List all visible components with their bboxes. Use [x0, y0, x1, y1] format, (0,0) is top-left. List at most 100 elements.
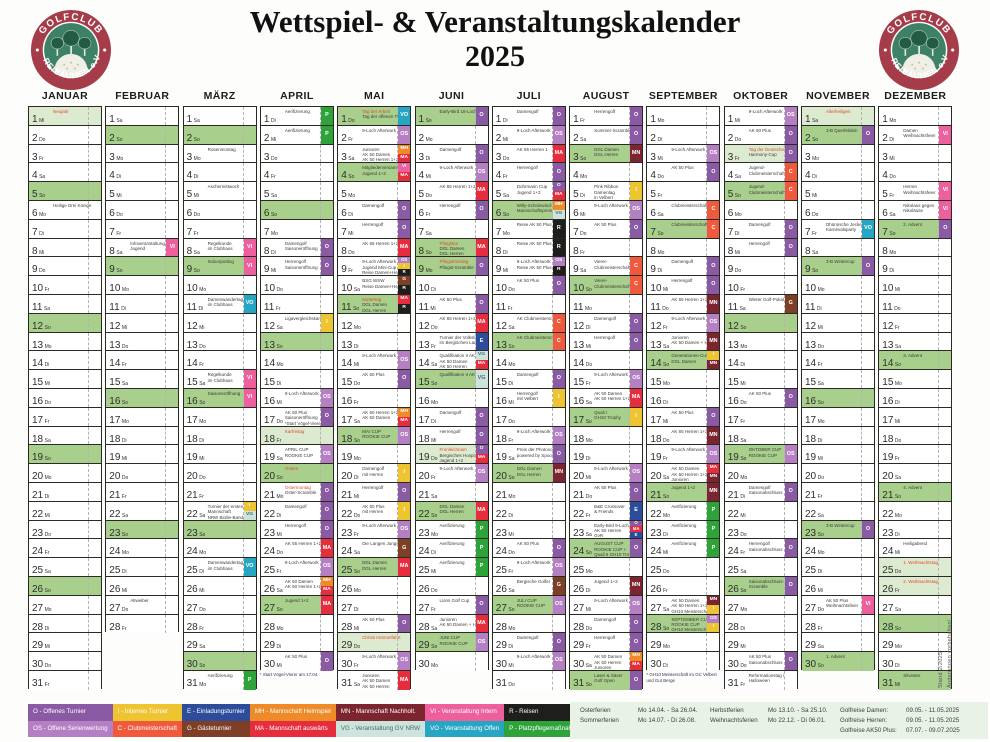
weekday-label: Sa	[199, 644, 206, 651]
day-events: Reise AK 50 Plus	[517, 241, 552, 246]
badge-O: O	[707, 257, 720, 276]
weekday-label: Mi	[585, 343, 591, 350]
day-cell: 19 Mi	[106, 445, 179, 465]
day-cell: 1 Mo	[879, 107, 952, 126]
day-cell: 3 Mo Rosenmontag	[183, 144, 256, 164]
badge-VI: VI	[398, 163, 411, 173]
weekday-label: Di	[121, 569, 127, 576]
day-cell: 12 So	[29, 313, 101, 333]
badge-strip	[165, 595, 178, 614]
weekday-label: Sa	[276, 456, 283, 463]
badge-strip	[88, 652, 101, 670]
day-number: 4	[573, 170, 579, 182]
day-events: 9-Loch Afterwork	[594, 598, 629, 603]
day-number: 26	[109, 583, 121, 595]
weekday-label: Mi	[734, 118, 741, 124]
day-number: 16	[418, 395, 430, 407]
day-cell: 31 So Laser & Säser Golf Open O	[570, 670, 643, 690]
day-number: 19	[805, 452, 817, 464]
badge-O: O	[320, 238, 333, 257]
badge-strip	[474, 276, 488, 294]
day-number: 18	[882, 433, 894, 445]
badge-strip: O	[783, 144, 797, 163]
day-cell: 20 So DGL Damen DGL Herren MN	[492, 464, 565, 483]
badge-C: C	[784, 163, 797, 182]
day-number: 10	[650, 283, 662, 295]
badge-OS: OS	[475, 464, 488, 482]
day-cell: 13 Do	[106, 332, 179, 352]
month-title: MAI	[363, 90, 385, 102]
badge-strip: MN	[706, 482, 720, 501]
badge-VO: VO	[862, 219, 874, 238]
badge-R: R	[398, 285, 411, 294]
weekday-label: Sa	[502, 193, 509, 200]
badge-MN: MN	[707, 473, 720, 482]
badge-strip: OS	[474, 464, 488, 482]
day-number: 19	[650, 452, 662, 464]
holiday-label: Pfingstmontag	[439, 259, 469, 265]
day-cell: 14 Di	[29, 351, 101, 371]
badge-R: R	[552, 219, 565, 238]
weekday-label: Mo	[276, 493, 284, 500]
weekday-label: Mi	[44, 381, 50, 388]
badge-E: E	[475, 332, 488, 351]
weekday-label: So	[508, 606, 515, 613]
weekday-label: Do	[276, 287, 283, 294]
day-cell: 12 Mo	[338, 313, 411, 333]
event-label: 3-B Wintercup	[826, 259, 855, 265]
day-number: 27	[805, 602, 817, 614]
day-events: Herren Weihnachtsfeier	[903, 184, 938, 195]
day-cell: 21 So 4. Advent	[879, 482, 952, 502]
day-number: 11	[882, 301, 893, 313]
day-events: AK 65 Herren 1+2	[440, 316, 476, 321]
badge-strip	[861, 332, 874, 351]
badge-strip: I VG	[242, 501, 256, 520]
day-number: 30	[263, 659, 276, 671]
badge-strip	[629, 294, 642, 313]
badge-strip: VO	[242, 558, 256, 576]
day-number: 6	[882, 207, 888, 219]
event-label: 9-Loch Afterwork	[439, 466, 474, 472]
badge-P: P	[707, 520, 720, 539]
day-number: 25	[495, 565, 507, 577]
badge-VI: VI	[243, 257, 256, 276]
day-events: Winter Golf-Pokal	[749, 297, 784, 302]
badge-MN: MN	[707, 482, 720, 501]
day-cell: 28 So SEPTEMBER CUP ROOKIE CUP GH10 Meisters…	[647, 614, 720, 634]
day-number: 27	[727, 602, 739, 614]
badge-O: O	[552, 370, 565, 388]
badge-strip	[938, 351, 951, 370]
weekday-label: Sa	[431, 493, 438, 500]
day-number: 27	[109, 602, 121, 614]
event-label: Silvester	[903, 672, 921, 678]
day-cell: 13 Mo	[29, 332, 101, 352]
weekday-label: So	[270, 211, 278, 218]
badge-strip: MA	[474, 614, 488, 633]
month-footnote: * Start Vögel-Vierer am 17.04.	[259, 672, 319, 677]
event-label: Jugend 1+2	[284, 597, 309, 603]
badge-strip: O	[629, 125, 643, 144]
day-cell: 10 Do	[260, 276, 333, 295]
day-number: 8	[186, 245, 193, 257]
day-number: 9	[573, 264, 579, 276]
day-number: 15	[109, 377, 121, 389]
weekday-label: Mi	[116, 193, 122, 200]
badge-strip	[551, 501, 565, 520]
weekday-label: Di	[425, 155, 431, 162]
badge-strip	[938, 257, 951, 276]
weekday-label: Di	[199, 437, 204, 444]
day-cell: 12 Fr	[879, 313, 952, 333]
day-number: 1	[495, 114, 502, 125]
day-number: 20	[186, 471, 198, 483]
event-label: Herrengolf	[671, 278, 693, 284]
badge-strip	[474, 219, 488, 238]
weekday-label: Di	[39, 230, 44, 237]
day-number: 27	[186, 602, 198, 614]
badge-O: O	[707, 407, 720, 426]
weekday-label: Di	[276, 512, 282, 519]
day-cell: 15 So Qualifikation II AK16 VG	[415, 370, 488, 389]
day-number: 23	[805, 527, 817, 539]
day-number: 9	[418, 264, 425, 276]
badge-strip: MN	[551, 464, 565, 482]
day-cell: 6 Do	[106, 200, 179, 220]
